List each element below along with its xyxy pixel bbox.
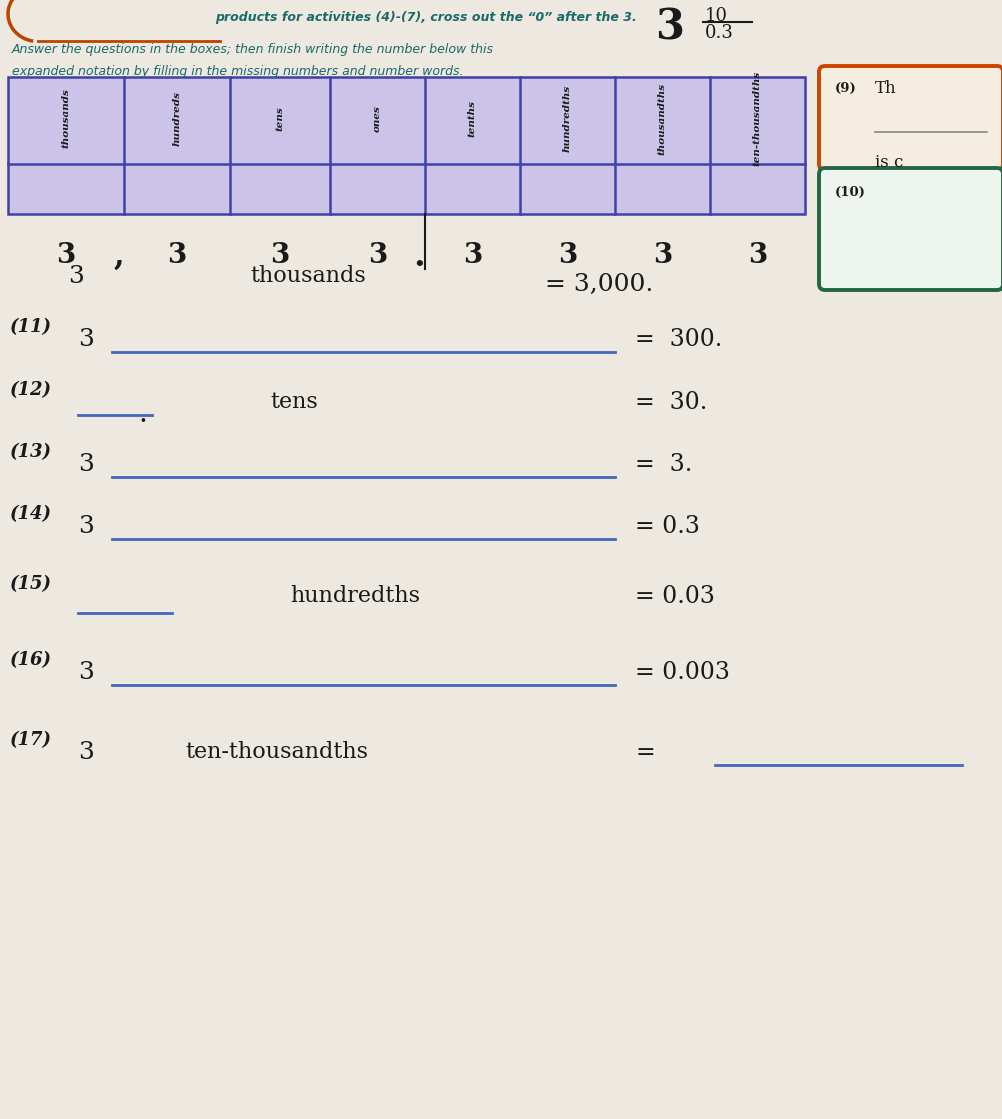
Text: ten-thousandths: ten-thousandths [184,741,368,763]
Text: .: . [413,239,425,273]
Text: =  3.: = 3. [634,453,691,476]
FancyBboxPatch shape [819,66,1002,170]
Text: 3: 3 [652,242,671,269]
Text: 3: 3 [78,741,94,764]
Text: ten-thousandths: ten-thousandths [753,70,762,166]
Text: (14): (14) [10,505,52,523]
Text: (12): (12) [10,380,52,399]
Text: Answer the questions in the boxes; then finish writing the number below this: Answer the questions in the boxes; then … [12,43,494,56]
Text: 10: 10 [704,7,727,25]
Text: 3: 3 [654,7,683,49]
Text: (16): (16) [10,651,52,669]
Text: products for activities (4)-(7), cross out the “0” after the 3.: products for activities (4)-(7), cross o… [214,11,636,23]
Text: tens: tens [276,106,284,131]
Text: tens: tens [270,391,318,413]
Text: Th: Th [874,79,896,97]
Text: tenths: tenths [468,100,477,137]
Text: hundredths: hundredths [290,585,420,606]
Text: 3: 3 [78,661,94,684]
Text: hundreds: hundreds [172,91,181,145]
Text: 3: 3 [78,453,94,476]
Text: 3: 3 [368,242,387,269]
Bar [8,77,805,214]
Text: ones: ones [373,105,382,132]
Text: =: = [634,741,654,764]
Text: 3: 3 [747,242,767,269]
Text: = 0.03: = 0.03 [634,585,714,608]
Text: thousandths: thousandths [657,83,666,154]
Text: .: . [138,401,146,427]
Text: expanded notation by filling in the missing numbers and number words.: expanded notation by filling in the miss… [12,65,463,78]
Text: (15): (15) [10,575,52,593]
Text: = 0.003: = 0.003 [634,661,729,684]
Text: (11): (11) [10,318,52,336]
Text: = 0.3: = 0.3 [634,515,699,538]
Text: = 3,000.: = 3,000. [544,273,652,297]
Text: 0.3: 0.3 [704,23,733,43]
FancyBboxPatch shape [819,168,1002,290]
Text: 3: 3 [462,242,482,269]
Text: 3: 3 [78,515,94,538]
Text: (10): (10) [835,186,865,199]
Text: 3: 3 [78,328,94,351]
Text: is c: is c [874,154,903,171]
Text: ,: , [113,241,124,272]
Text: (9): (9) [835,82,856,95]
Text: thousands: thousands [61,88,70,149]
Text: 3: 3 [270,242,290,269]
Text: (17): (17) [10,731,52,749]
Text: 3: 3 [56,242,75,269]
Text: thousands: thousands [249,265,366,286]
Text: 3: 3 [167,242,186,269]
Text: (13): (13) [10,443,52,461]
Text: 3: 3 [68,265,84,288]
Text: =  30.: = 30. [634,391,706,414]
Text: =  300.: = 300. [634,328,721,351]
Text: hundredths: hundredths [562,85,571,152]
Text: 3: 3 [557,242,576,269]
